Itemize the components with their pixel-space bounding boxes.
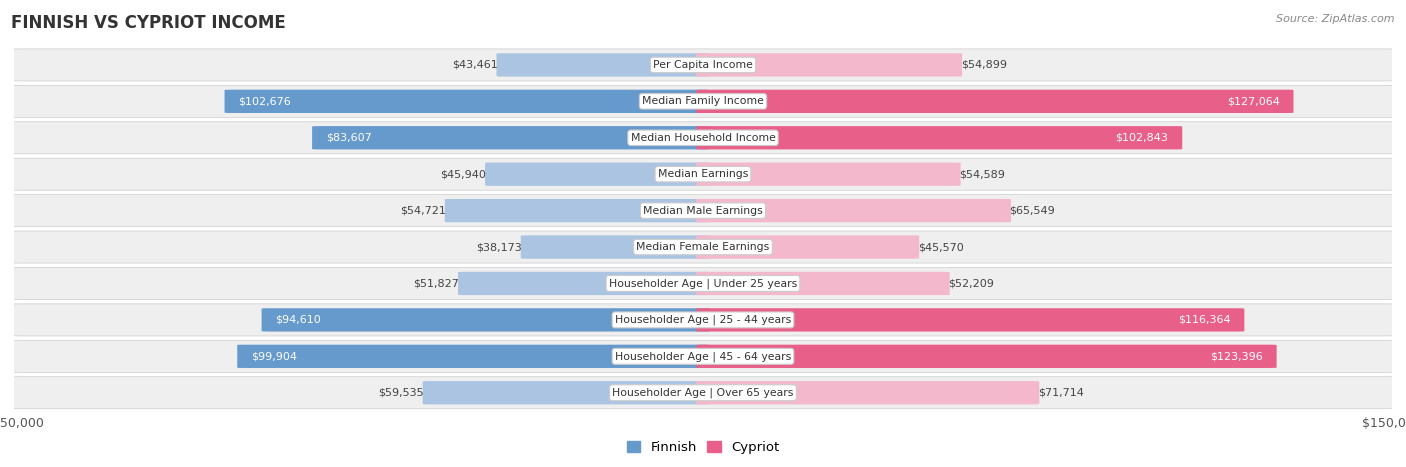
Text: Median Household Income: Median Household Income <box>630 133 776 143</box>
Text: $59,535: $59,535 <box>378 388 425 398</box>
Text: $99,904: $99,904 <box>252 351 297 361</box>
Text: Householder Age | Over 65 years: Householder Age | Over 65 years <box>612 388 794 398</box>
Text: $65,549: $65,549 <box>1010 205 1056 216</box>
FancyBboxPatch shape <box>696 53 962 77</box>
FancyBboxPatch shape <box>7 268 1399 299</box>
Text: $51,827: $51,827 <box>413 278 460 289</box>
Text: $54,589: $54,589 <box>959 169 1005 179</box>
FancyBboxPatch shape <box>7 304 1399 336</box>
Text: FINNISH VS CYPRIOT INCOME: FINNISH VS CYPRIOT INCOME <box>11 14 285 32</box>
Text: $102,676: $102,676 <box>238 96 291 106</box>
FancyBboxPatch shape <box>496 53 710 77</box>
Text: $45,940: $45,940 <box>440 169 486 179</box>
Text: Per Capita Income: Per Capita Income <box>652 60 754 70</box>
FancyBboxPatch shape <box>520 235 710 259</box>
Text: $54,721: $54,721 <box>401 205 446 216</box>
FancyBboxPatch shape <box>696 308 1244 332</box>
Text: Householder Age | Under 25 years: Householder Age | Under 25 years <box>609 278 797 289</box>
Legend: Finnish, Cypriot: Finnish, Cypriot <box>621 435 785 459</box>
FancyBboxPatch shape <box>7 231 1399 263</box>
Text: Source: ZipAtlas.com: Source: ZipAtlas.com <box>1277 14 1395 24</box>
FancyBboxPatch shape <box>696 126 1182 149</box>
Text: $71,714: $71,714 <box>1038 388 1084 398</box>
FancyBboxPatch shape <box>7 195 1399 226</box>
FancyBboxPatch shape <box>696 272 949 295</box>
Text: $116,364: $116,364 <box>1178 315 1230 325</box>
FancyBboxPatch shape <box>458 272 710 295</box>
Text: Median Male Earnings: Median Male Earnings <box>643 205 763 216</box>
Text: Householder Age | 25 - 44 years: Householder Age | 25 - 44 years <box>614 315 792 325</box>
FancyBboxPatch shape <box>696 163 960 186</box>
Text: $83,607: $83,607 <box>326 133 371 143</box>
Text: $45,570: $45,570 <box>918 242 963 252</box>
FancyBboxPatch shape <box>7 85 1399 117</box>
Text: $54,899: $54,899 <box>960 60 1007 70</box>
Text: $52,209: $52,209 <box>948 278 994 289</box>
FancyBboxPatch shape <box>696 90 1294 113</box>
Text: $38,173: $38,173 <box>477 242 522 252</box>
FancyBboxPatch shape <box>696 235 920 259</box>
Text: $127,064: $127,064 <box>1227 96 1279 106</box>
FancyBboxPatch shape <box>423 381 710 404</box>
FancyBboxPatch shape <box>225 90 710 113</box>
FancyBboxPatch shape <box>696 345 1277 368</box>
Text: Median Female Earnings: Median Female Earnings <box>637 242 769 252</box>
Text: $43,461: $43,461 <box>453 60 498 70</box>
Text: $102,843: $102,843 <box>1115 133 1168 143</box>
FancyBboxPatch shape <box>7 377 1399 409</box>
FancyBboxPatch shape <box>7 158 1399 190</box>
FancyBboxPatch shape <box>696 199 1011 222</box>
Text: Median Family Income: Median Family Income <box>643 96 763 106</box>
Text: Median Earnings: Median Earnings <box>658 169 748 179</box>
FancyBboxPatch shape <box>262 308 710 332</box>
FancyBboxPatch shape <box>7 122 1399 154</box>
Text: $94,610: $94,610 <box>276 315 321 325</box>
FancyBboxPatch shape <box>238 345 710 368</box>
FancyBboxPatch shape <box>7 49 1399 81</box>
Text: Householder Age | 45 - 64 years: Householder Age | 45 - 64 years <box>614 351 792 361</box>
FancyBboxPatch shape <box>7 340 1399 372</box>
FancyBboxPatch shape <box>696 381 1039 404</box>
FancyBboxPatch shape <box>485 163 710 186</box>
Text: $123,396: $123,396 <box>1211 351 1263 361</box>
FancyBboxPatch shape <box>444 199 710 222</box>
FancyBboxPatch shape <box>312 126 710 149</box>
